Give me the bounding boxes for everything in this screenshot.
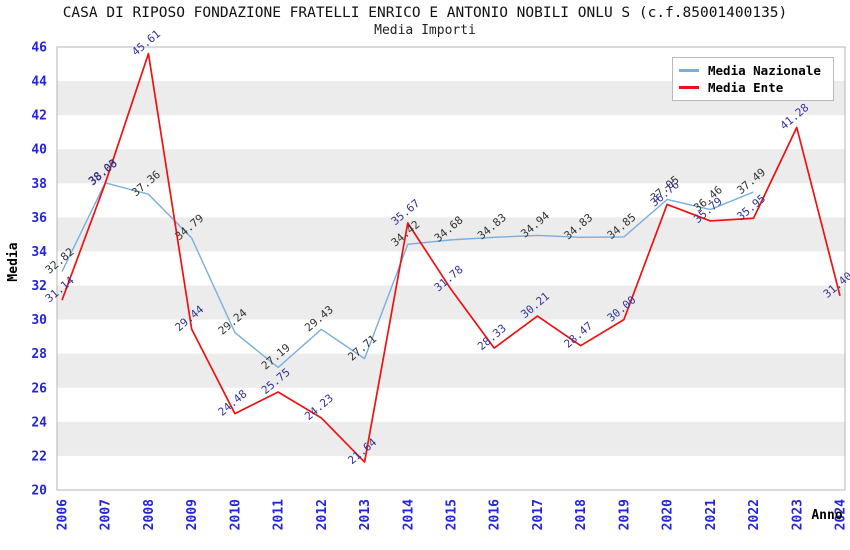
x-tick-label: 2020	[661, 499, 676, 530]
y-tick-label: 26	[31, 381, 47, 396]
chart-subtitle: Media Importi	[374, 23, 476, 38]
x-tick-label: 2008	[142, 499, 157, 530]
y-tick-label: 20	[31, 484, 47, 499]
x-tick-label: 2023	[790, 499, 805, 530]
y-tick-label: 44	[31, 75, 47, 90]
y-tick-label: 32	[31, 279, 47, 294]
series-line-media-ente	[61, 52, 841, 463]
x-tick-label: 2016	[488, 499, 503, 530]
x-tick-label: 2024	[834, 499, 849, 530]
x-tick-label: 2015	[445, 499, 460, 530]
x-tick-label: 2010	[228, 499, 243, 530]
plot-band	[57, 149, 845, 184]
legend: Media Nazionale Media Ente	[672, 57, 834, 101]
x-tick-label: 2017	[531, 499, 546, 530]
y-tick-label: 46	[31, 41, 47, 56]
y-tick-label: 34	[31, 245, 47, 260]
x-tick-label: 2014	[401, 499, 416, 530]
point-label: 45.61	[129, 27, 163, 58]
y-tick-label: 36	[31, 211, 47, 226]
legend-label: Media Nazionale	[708, 62, 821, 78]
point-label: 28.47	[562, 319, 596, 350]
y-tick-label: 28	[31, 347, 47, 362]
y-tick-label: 38	[31, 177, 47, 192]
x-tick-label: 2006	[56, 499, 71, 530]
legend-item-media-nazionale: Media Nazionale	[679, 63, 827, 78]
x-axis-title: Anno	[811, 508, 842, 523]
plot-border	[56, 46, 846, 491]
y-tick-label: 30	[31, 313, 47, 328]
x-tick-label: 2009	[185, 499, 200, 530]
point-label: 24.48	[216, 387, 250, 418]
chart-title: CASA DI RIPOSO FONDAZIONE FRATELLI ENRIC…	[62, 5, 788, 21]
x-tick-label: 2012	[315, 499, 330, 530]
plot-band	[57, 353, 845, 388]
legend-line-sample-ente-icon	[679, 86, 699, 90]
y-axis-title: Media	[6, 242, 21, 281]
legend-item-media-ente: Media Ente	[679, 80, 827, 95]
y-tick-label: 22	[31, 449, 47, 464]
y-tick-label: 40	[31, 143, 47, 158]
series-line-media-nazionale	[61, 182, 754, 369]
x-tick-label: 2018	[574, 499, 589, 530]
x-tick-label: 2019	[617, 499, 632, 530]
legend-line-sample-nazionale-icon	[679, 68, 699, 72]
legend-label: Media Ente	[708, 80, 784, 96]
x-tick-label: 2013	[358, 499, 373, 530]
point-label: 24.23	[302, 392, 336, 423]
plot-band	[57, 421, 845, 456]
y-tick-label: 24	[31, 415, 47, 430]
y-tick-label: 42	[31, 109, 47, 124]
x-tick-label: 2022	[747, 499, 762, 530]
point-label: 28.33	[475, 322, 509, 353]
x-tick-label: 2011	[272, 499, 287, 530]
x-tick-label: 2007	[99, 499, 114, 530]
x-tick-label: 2021	[704, 499, 719, 530]
